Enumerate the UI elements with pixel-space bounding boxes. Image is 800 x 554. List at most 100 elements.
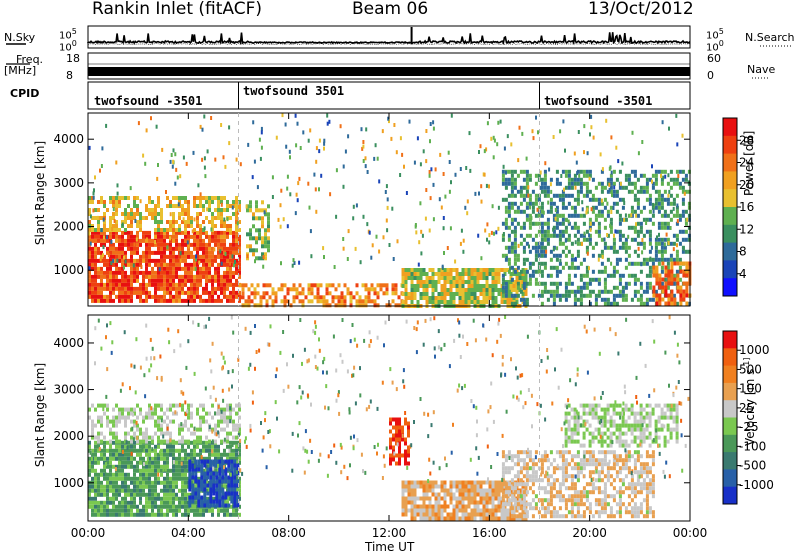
power-cell [190,254,193,259]
velocity-cell [543,474,547,479]
power-cell [121,262,124,267]
velocity-cell [501,502,505,507]
velocity-cell [446,504,450,509]
power-cell [97,274,100,279]
power-cell [133,212,136,216]
velocity-cell [112,419,115,424]
power-cell [413,296,417,300]
velocity-cell [160,427,163,432]
power-cell [510,249,514,254]
power-cell [663,209,667,214]
power-cell [205,274,208,279]
power-scatter-cell [354,246,357,251]
noise-sky-line [87,32,691,46]
power-cell [178,266,181,271]
power-scatter-cell [124,259,127,264]
power-cell [121,290,124,295]
velocity-cell [485,512,489,517]
power-cell [220,220,223,224]
power-cell [232,294,235,299]
power-scatter-cell [419,162,422,167]
velocity-cell [115,476,118,481]
velocity-cell [506,516,510,521]
velocity-cell [525,462,529,467]
power-cell [133,200,136,204]
power-cell [588,293,592,298]
power-scatter-cell [203,226,206,231]
power-cell [328,283,332,288]
power-cell [94,254,97,259]
power-cell [537,197,541,202]
power-scatter-cell [182,155,185,160]
power-cell [588,189,592,194]
power-cell [169,294,172,299]
power-cell [103,254,106,259]
power-cell [664,273,668,278]
power-cell [549,281,553,286]
power-cell [136,242,139,247]
power-cell [600,249,604,254]
power-cell [88,290,91,295]
power-cell [491,268,495,272]
velocity-cell [136,480,139,485]
power-scatter-cell [234,260,236,264]
velocity-cell [178,472,181,477]
power-cell [220,278,223,283]
power-cell [639,209,643,214]
velocity-cell [188,459,192,464]
velocity-cell [510,466,514,471]
velocity-cell [476,480,480,485]
power-cell [202,204,205,208]
power-scatter-cell [386,228,389,233]
power-cell [112,234,115,239]
power-cell [199,242,202,247]
power-cell [217,250,220,255]
power-cell [606,297,610,302]
power-cell [513,185,517,190]
power-cell [497,268,501,272]
velocity-cell [91,423,94,428]
power-cell [546,185,550,190]
velocity-cell [199,456,202,461]
velocity-cell [121,512,124,517]
power-scatter-cell [258,137,261,142]
power-cell [94,234,97,239]
velocity-cell [148,452,151,457]
power-scatter-cell [326,121,329,126]
power-cell [127,258,130,263]
power-cell [220,216,223,220]
power-cell [627,177,631,182]
velocity-cell [124,480,127,485]
velocity-cell [212,475,216,480]
power-cell [567,193,571,198]
velocity-cell [151,464,154,469]
velocity-cell [181,500,184,505]
power-cell [652,265,656,270]
velocity-cell [235,488,238,493]
power-cell [169,204,172,208]
velocity-cell [184,512,187,517]
power-cell [124,270,127,275]
power-cell [458,300,462,304]
velocity-cell [142,435,145,440]
power-cell [603,281,607,286]
velocity-cell [209,503,213,508]
power-cell [594,293,598,298]
velocity-cell [169,444,172,449]
power-cell [633,249,637,254]
power-cell [522,237,526,242]
velocity-cell [127,500,130,505]
power-cell [124,242,127,247]
power-cell [639,297,643,302]
velocity-cell [467,512,471,517]
power-cell [552,201,556,206]
power-cell [157,286,160,291]
velocity-cell [157,427,160,432]
power-cell [130,254,133,259]
power-cell [540,201,544,206]
power-cell [181,278,184,283]
power-cell [579,297,583,302]
power-scatter-cell [169,236,171,241]
power-cell [564,253,568,258]
power-scatter-cell [93,188,95,193]
